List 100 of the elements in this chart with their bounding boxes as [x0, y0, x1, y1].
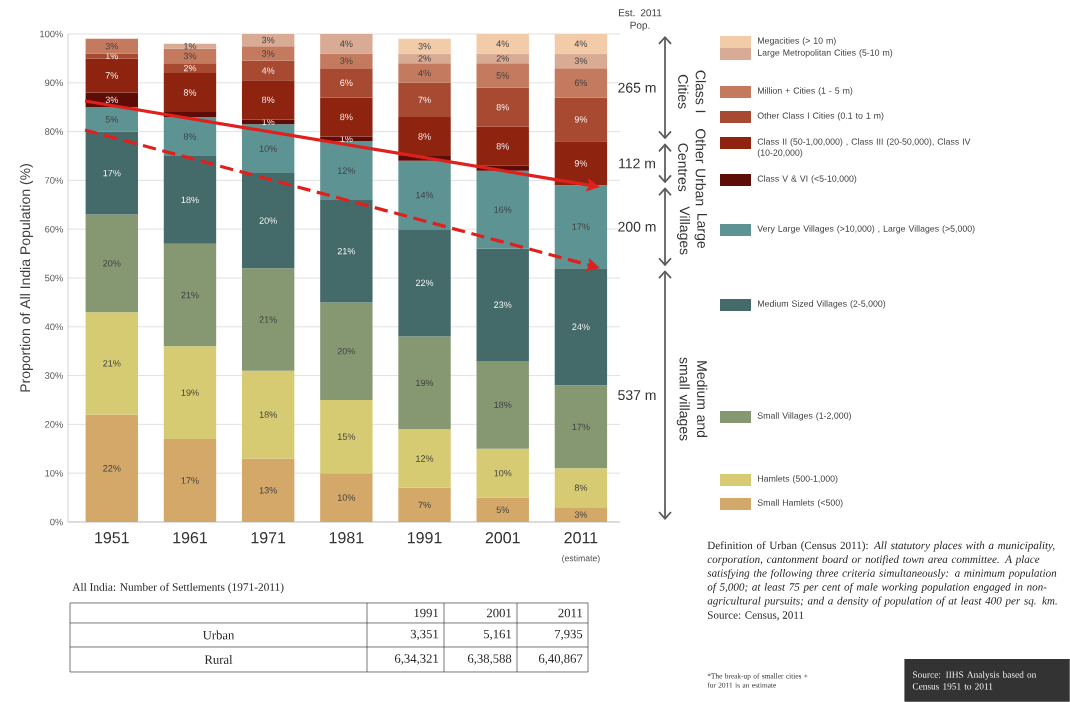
bar — [163, 43, 217, 49]
bar — [241, 119, 295, 125]
y-tick-label: 40% — [44, 323, 63, 331]
legend-label: Very Large Villages (>10,000) , Large Villages (>5,000) — [757, 225, 975, 234]
data-label: 4% — [340, 40, 353, 47]
text: Est. 2011 Pop. — [618, 9, 662, 31]
bar — [320, 53, 373, 69]
bar — [476, 248, 529, 361]
text: 7,935 — [555, 629, 583, 641]
y-tick-label: 60% — [45, 225, 63, 233]
data-label: 21% — [337, 247, 356, 255]
bar — [85, 414, 138, 522]
data-label: 17% — [572, 223, 590, 230]
y-tick-label: 10% — [45, 469, 63, 477]
data-label: 9% — [574, 160, 588, 167]
text: Other Urban Centres — [678, 129, 706, 206]
bar — [163, 346, 217, 440]
bar — [398, 38, 451, 54]
y-tick-label: 50% — [44, 274, 63, 282]
data-label: 20% — [259, 217, 277, 224]
bar — [398, 82, 451, 117]
text: 6,40,867 — [538, 654, 583, 665]
annotation: 112 m — [619, 158, 655, 169]
bar — [554, 53, 608, 69]
bar — [241, 173, 295, 269]
data-label: 8% — [496, 143, 509, 150]
data-label: 18% — [494, 401, 512, 409]
bar — [476, 360, 529, 449]
bar — [554, 33, 608, 54]
text: 2001 — [486, 608, 511, 618]
data-label: 4% — [574, 40, 588, 47]
annotation: 537 m — [618, 390, 656, 401]
data-label: 6% — [574, 79, 588, 86]
bar — [241, 46, 295, 61]
data-label: 16% — [494, 206, 512, 213]
bar — [398, 160, 451, 230]
bar — [241, 80, 295, 120]
bar — [398, 487, 451, 522]
legend-label: Class II (50-1,00,000) , Class III (20-50,000), Class IV (10-20,000) — [757, 138, 971, 158]
bar — [476, 170, 529, 249]
data-label: 10% — [494, 469, 512, 477]
text: All India: Number of Settlements (1971-2011) — [72, 582, 284, 594]
legend-label: Megacities (> 10 m) — [758, 37, 836, 46]
bar — [320, 473, 373, 522]
annotation: 200 m — [618, 221, 656, 232]
bar — [554, 468, 608, 508]
data-label: 8% — [574, 484, 588, 492]
data-label: 1% — [262, 118, 275, 126]
data-label: 3% — [340, 57, 353, 65]
y-tick-label: 100% — [40, 30, 63, 38]
text: 6,34,321 — [394, 654, 438, 665]
legend-label: Small Villages (1-2,000) — [757, 412, 851, 421]
bar — [163, 48, 217, 64]
bar — [554, 268, 608, 386]
bar — [241, 370, 295, 459]
bar — [554, 68, 608, 98]
data-label: 14% — [416, 191, 434, 199]
text: Class I Cities — [678, 70, 706, 113]
data-label: 8% — [496, 103, 509, 111]
x-tick-label: 1971 — [251, 532, 286, 544]
data-label: 20% — [337, 347, 356, 355]
data-label: 21% — [103, 360, 121, 367]
bar — [320, 33, 373, 54]
bar — [241, 458, 295, 522]
bar — [320, 199, 373, 303]
data-label: 3% — [574, 57, 588, 65]
data-label: 8% — [418, 133, 431, 140]
data-label: 22% — [415, 279, 434, 287]
x-tick-label: 1981 — [329, 532, 364, 544]
data-label: 17% — [181, 477, 199, 484]
bar — [163, 439, 217, 522]
x-tick-label: 1991 — [407, 532, 442, 544]
data-label: 1% — [184, 43, 197, 50]
bar — [85, 38, 138, 54]
data-label: 1% — [105, 52, 119, 60]
legend-label: Other Class I Cities (0.1 to 1 m) — [757, 112, 884, 121]
text: 3,351 — [410, 629, 438, 641]
data-label: 10% — [259, 145, 277, 152]
data-label: 3% — [418, 42, 431, 50]
source-note: Source: Census, 2011 — [708, 611, 804, 621]
x-tick-label: 2011 — [564, 532, 598, 544]
data-label: 4% — [418, 69, 431, 77]
data-label: 24% — [572, 323, 590, 330]
data-label: 19% — [416, 379, 434, 387]
text: Large Villages — [676, 206, 708, 255]
data-label: 21% — [259, 316, 277, 323]
data-label: 23% — [494, 301, 512, 309]
data-label: 3% — [261, 36, 275, 44]
legend-label: Class V & VI (<5-10,000) — [757, 175, 857, 184]
data-label: 5% — [496, 72, 509, 79]
bar — [476, 497, 529, 522]
data-label: 6% — [340, 79, 353, 86]
bar — [398, 429, 451, 488]
bar — [85, 312, 138, 415]
bar — [320, 399, 373, 474]
y-tick-label: 30% — [44, 372, 63, 379]
x-tick-label: 2001 — [485, 532, 520, 544]
source-note: Source: IIHS Analysis based on Census 1951 to 2011 — [912, 671, 1037, 690]
x-tick-label: 1961 — [173, 532, 207, 544]
data-label: 13% — [259, 487, 277, 494]
